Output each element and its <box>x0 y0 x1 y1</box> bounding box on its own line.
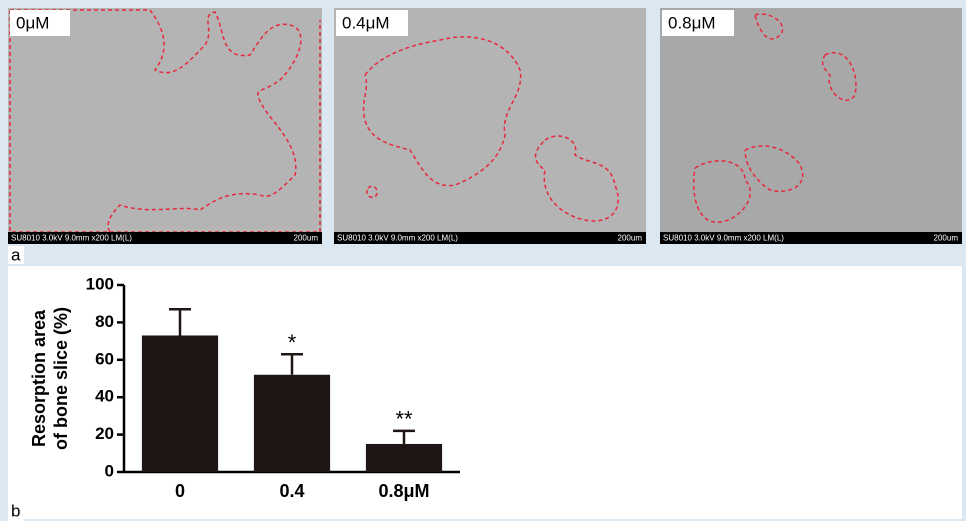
panel-label: 0.8μM <box>668 13 716 32</box>
y-tick-label: 100 <box>86 274 114 293</box>
image-info: SU8010 3.0kV 9.0mm x200 LM(L) <box>337 234 458 243</box>
y-tick-label: 40 <box>95 387 114 406</box>
y-tick-label: 0 <box>105 461 114 480</box>
image-info: SU8010 3.0kV 9.0mm x200 LM(L) <box>11 234 132 243</box>
y-tick-label: 20 <box>95 424 114 443</box>
image-info: SU8010 3.0kV 9.0mm x200 LM(L) <box>663 234 784 243</box>
significance-mark: * <box>288 330 297 355</box>
x-tick-label: 0 <box>175 481 185 501</box>
panel-label: 0μM <box>16 13 49 32</box>
figure: SU8010 3.0kV 9.0mm x200 LM(L) 200um 0μM SU8… <box>0 0 966 521</box>
figure-label: a <box>11 245 21 264</box>
bar <box>142 335 218 472</box>
sem-image <box>660 8 962 232</box>
y-tick-label: 80 <box>95 312 114 331</box>
significance-mark: ** <box>395 407 413 432</box>
y-axis-label: of bone slice (%) <box>51 307 71 450</box>
sem-image <box>8 8 322 232</box>
image-scale: 200um <box>934 234 959 243</box>
y-axis-label: Resorption area <box>29 309 49 447</box>
image-scale: 200um <box>618 234 643 243</box>
figure-label: b <box>11 501 20 520</box>
y-tick-label: 60 <box>95 349 114 368</box>
image-scale: 200um <box>294 234 319 243</box>
x-tick-label: 0.8μM <box>378 481 429 501</box>
panel-label: 0.4μM <box>342 13 390 32</box>
x-tick-label: 0.4 <box>279 481 304 501</box>
bar <box>366 444 442 472</box>
bar <box>254 375 330 472</box>
